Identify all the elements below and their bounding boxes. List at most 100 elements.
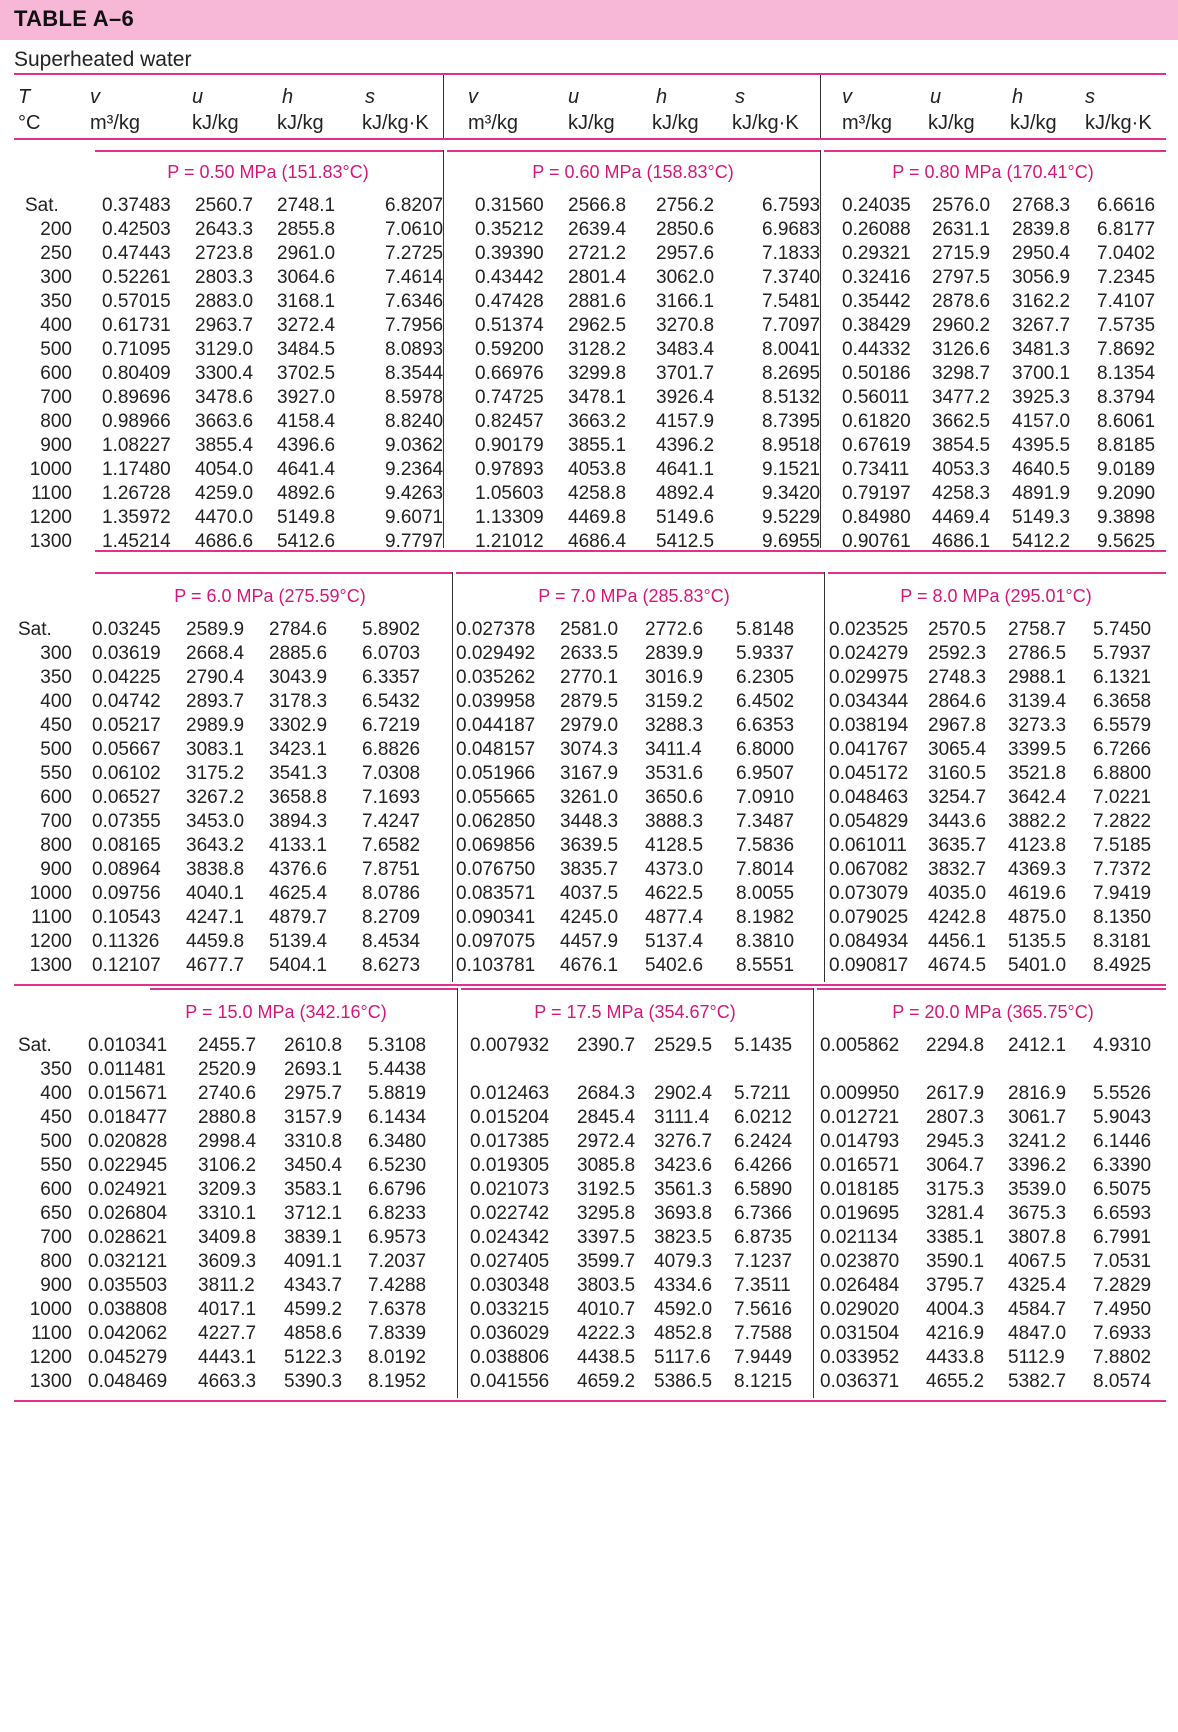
specific-volume-cell: 0.024921 <box>88 1179 168 1200</box>
entropy-cell: 8.4534 <box>362 931 421 952</box>
enthalpy-cell: 3168.1 <box>277 291 336 312</box>
specific-volume-cell: 0.024279 <box>829 643 909 664</box>
entropy-cell: 9.2090 <box>1097 483 1156 504</box>
internal-energy-cell: 2880.8 <box>198 1107 257 1128</box>
enthalpy-cell: 3925.3 <box>1012 387 1071 408</box>
temperature-cell: 900 <box>40 859 72 880</box>
entropy-cell: 7.5481 <box>762 291 821 312</box>
enthalpy-cell: 5149.3 <box>1012 507 1071 528</box>
specific-volume-cell: 0.069856 <box>456 835 536 856</box>
specific-volume-cell: 0.26088 <box>842 219 911 240</box>
entropy-cell: 7.8751 <box>362 859 421 880</box>
enthalpy-cell: 3159.2 <box>645 691 704 712</box>
internal-energy-cell: 2721.2 <box>568 243 627 264</box>
temperature-cell: 450 <box>40 1107 72 1128</box>
table-row: Sat. 0.010341 2455.7 2610.8 5.3108 0.007932 23… <box>0 1034 1178 1058</box>
specific-volume-cell: 0.103781 <box>456 955 536 976</box>
enthalpy-cell: 3807.8 <box>1008 1227 1067 1248</box>
specific-volume-cell: 0.80409 <box>102 363 171 384</box>
specific-volume-cell: 0.090341 <box>456 907 536 928</box>
specific-volume-cell: 0.045279 <box>88 1347 168 1368</box>
specific-volume-cell: 0.048463 <box>829 787 909 808</box>
entropy-cell: 8.1215 <box>734 1371 793 1392</box>
enthalpy-cell: 2902.4 <box>654 1083 713 1104</box>
enthalpy-cell: 3270.8 <box>656 315 715 336</box>
temperature-cell: 1300 <box>29 1371 72 1392</box>
enthalpy-cell: 2693.1 <box>284 1059 343 1080</box>
entropy-cell: 8.5551 <box>736 955 795 976</box>
internal-energy-cell: 2801.4 <box>568 267 627 288</box>
entropy-cell: 6.7593 <box>762 195 821 216</box>
internal-energy-cell: 2581.0 <box>560 619 619 640</box>
enthalpy-cell: 3288.3 <box>645 715 704 736</box>
temperature-cell: 450 <box>40 715 72 736</box>
internal-energy-cell: 4053.3 <box>932 459 991 480</box>
enthalpy-cell: 4877.4 <box>645 907 704 928</box>
specific-volume-cell: 0.028621 <box>88 1227 168 1248</box>
specific-volume-cell: 1.35972 <box>102 507 171 528</box>
internal-energy-cell: 4676.1 <box>560 955 619 976</box>
enthalpy-cell: 2839.9 <box>645 643 704 664</box>
entropy-cell: 9.6071 <box>385 507 444 528</box>
enthalpy-cell: 4592.0 <box>654 1299 713 1320</box>
internal-energy-cell: 2960.2 <box>932 315 991 336</box>
enthalpy-cell: 3650.6 <box>645 787 704 808</box>
enthalpy-cell: 2756.2 <box>656 195 715 216</box>
internal-energy-cell: 3295.8 <box>577 1203 636 1224</box>
entropy-cell: 6.0212 <box>734 1107 793 1128</box>
internal-energy-cell: 2723.8 <box>195 243 254 264</box>
enthalpy-cell: 4158.4 <box>277 411 336 432</box>
entropy-cell: 9.3420 <box>762 483 821 504</box>
internal-energy-cell: 4457.9 <box>560 931 619 952</box>
temperature-cell: 350 <box>40 1059 72 1080</box>
pressure-top-rule <box>150 988 457 990</box>
specific-volume-cell: 0.012721 <box>820 1107 900 1128</box>
enthalpy-cell: 5139.4 <box>269 931 328 952</box>
specific-volume-cell: 0.015671 <box>88 1083 168 1104</box>
entropy-cell: 6.5075 <box>1093 1179 1152 1200</box>
specific-volume-cell: 0.31560 <box>475 195 544 216</box>
entropy-cell: 8.8240 <box>385 411 444 432</box>
internal-energy-cell: 2589.9 <box>186 619 245 640</box>
enthalpy-cell: 2885.6 <box>269 643 328 664</box>
enthalpy-cell: 4396.2 <box>656 435 715 456</box>
specific-volume-cell: 0.033215 <box>470 1299 550 1320</box>
entropy-cell: 6.3357 <box>362 667 421 688</box>
internal-energy-cell: 2864.6 <box>928 691 987 712</box>
table-row: 1100 0.042062 4227.7 4858.6 7.8339 0.036029 42… <box>0 1322 1178 1346</box>
enthalpy-cell: 3310.8 <box>284 1131 343 1152</box>
internal-energy-cell: 2972.4 <box>577 1131 636 1152</box>
enthalpy-cell: 2412.1 <box>1008 1035 1067 1056</box>
enthalpy-cell: 3583.1 <box>284 1179 343 1200</box>
entropy-cell: 5.3108 <box>368 1035 427 1056</box>
internal-energy-cell: 2390.7 <box>577 1035 636 1056</box>
col-u-unit-3: kJ/kg <box>928 112 975 134</box>
table-row: 700 0.89696 3478.6 3927.0 8.5978 0.74725 3478.… <box>0 386 1178 410</box>
table-row: 450 0.05217 2989.9 3302.9 6.7219 0.044187 2979… <box>0 714 1178 738</box>
internal-energy-cell: 4459.8 <box>186 931 245 952</box>
entropy-cell: 8.7395 <box>762 411 821 432</box>
temperature-cell: 1000 <box>29 883 72 904</box>
table-row: 700 0.07355 3453.0 3894.3 7.4247 0.062850 3448… <box>0 810 1178 834</box>
enthalpy-cell: 2748.1 <box>277 195 336 216</box>
entropy-cell: 8.8185 <box>1097 435 1156 456</box>
internal-energy-cell: 3635.7 <box>928 835 987 856</box>
specific-volume-cell: 0.048157 <box>456 739 536 760</box>
temperature-cell: 1200 <box>29 1347 72 1368</box>
internal-energy-cell: 2570.5 <box>928 619 987 640</box>
specific-volume-cell: 0.07355 <box>92 811 161 832</box>
entropy-cell: 6.3390 <box>1093 1155 1152 1176</box>
enthalpy-cell: 3531.6 <box>645 763 704 784</box>
temperature-cell: 200 <box>40 219 72 240</box>
enthalpy-cell: 5412.2 <box>1012 531 1071 552</box>
internal-energy-cell: 4674.5 <box>928 955 987 976</box>
entropy-cell: 6.7991 <box>1093 1227 1152 1248</box>
entropy-cell: 8.3544 <box>385 363 444 384</box>
specific-volume-cell: 0.027405 <box>470 1251 550 1272</box>
enthalpy-cell: 4852.8 <box>654 1323 713 1344</box>
enthalpy-cell: 3700.1 <box>1012 363 1071 384</box>
entropy-cell: 7.4247 <box>362 811 421 832</box>
pressure-top-rule <box>95 150 443 152</box>
specific-volume-cell: 0.43442 <box>475 267 544 288</box>
